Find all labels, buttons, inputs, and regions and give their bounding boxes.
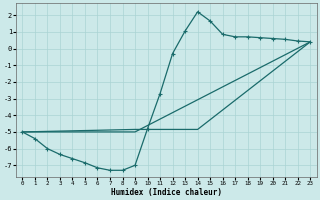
X-axis label: Humidex (Indice chaleur): Humidex (Indice chaleur) (111, 188, 222, 197)
